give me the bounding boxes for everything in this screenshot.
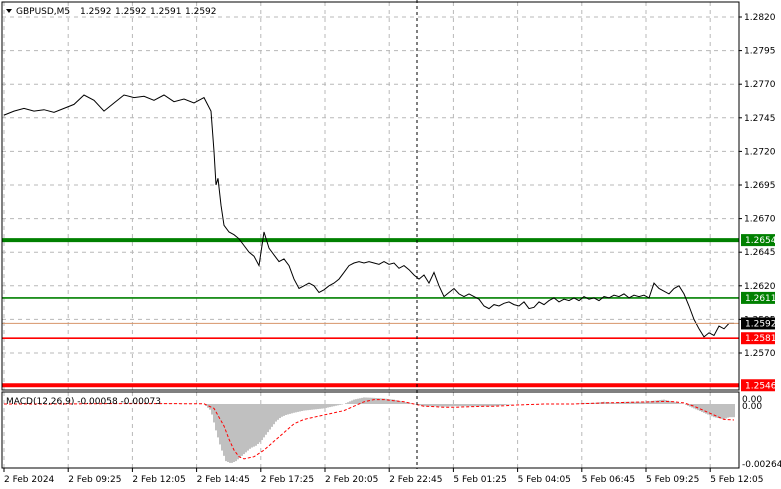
price-tick-label: 1.2670	[744, 215, 776, 225]
time-tick-label: 2 Feb 09:25	[68, 475, 121, 485]
price-tick-label: 1.2645	[744, 248, 776, 258]
level-tag-bg	[741, 379, 775, 392]
price-level-tags: 1.2654 1.2611 1.2581 1.2546	[741, 234, 777, 392]
time-tick-label: 5 Feb 06:45	[582, 475, 635, 485]
header-high: 1.2592	[115, 7, 147, 17]
level-tag-label: 1.2654	[745, 236, 777, 246]
price-tick-label: 1.2795	[744, 47, 776, 57]
header-close: 1.2592	[185, 7, 217, 17]
price-tick-label: 1.2770	[744, 80, 776, 90]
time-tick-label: 2 Feb 17:25	[261, 475, 314, 485]
level-tag-bg	[741, 332, 775, 345]
macd-pane-border	[1, 391, 740, 469]
time-tick-label: 2 Feb 22:45	[389, 475, 442, 485]
price-tick-label: 1.2745	[744, 114, 776, 124]
price-tick-label: 1.2720	[744, 147, 776, 157]
current-price-tag: 1.2592	[741, 317, 777, 330]
time-tick-label: 5 Feb 04:05	[518, 475, 571, 485]
time-tick-label: 2 Feb 2024	[4, 475, 55, 485]
price-tick-label: 1.2570	[744, 349, 776, 359]
chart-header: GBPUSD,M5 1.2592 1.2592 1.2591 1.2592	[6, 7, 217, 17]
macd-tick-bottom: -0.00264	[742, 460, 781, 470]
current-price-label: 1.2592	[745, 319, 777, 329]
level-tag-label: 1.2581	[745, 334, 777, 344]
macd-tick-top: 0.00	[742, 395, 762, 405]
time-tick-label: 2 Feb 14:45	[197, 475, 250, 485]
header-open: 1.2592	[80, 7, 112, 17]
main-pane-border	[1, 1, 740, 391]
time-tick-label: 5 Feb 01:25	[453, 475, 506, 485]
macd-label: MACD(12,26,9) -0.00058 -0.00073	[6, 397, 161, 407]
level-tag-label: 1.2546	[745, 381, 777, 391]
time-axis: 2 Feb 2024 2 Feb 09:25 2 Feb 12:05 2 Feb 14…	[3, 468, 764, 485]
time-tick-label: 2 Feb 20:05	[325, 475, 378, 485]
header-low: 1.2591	[150, 7, 182, 17]
header-symbol: GBPUSD,M5	[16, 7, 70, 17]
price-tick-label: 1.2620	[744, 282, 776, 292]
level-tag-bg	[741, 234, 775, 247]
grid	[2, 2, 739, 468]
macd-signal-line	[4, 399, 735, 460]
price-tick-label: 1.2695	[744, 181, 776, 191]
macd-tick-zero: 0.00	[742, 402, 762, 412]
time-tick-label: 5 Feb 09:25	[646, 475, 699, 485]
level-tag-label: 1.2611	[745, 294, 777, 304]
price-levels	[2, 238, 739, 388]
price-line	[3, 94, 734, 338]
price-tick-label: 1.2820	[744, 13, 776, 23]
level-tag-bg	[741, 291, 775, 304]
dropdown-triangle-icon[interactable]	[6, 9, 12, 13]
time-tick-label: 2 Feb 12:05	[132, 475, 185, 485]
current-price-tag-bg	[741, 317, 775, 330]
time-tick-label: 5 Feb 12:05	[710, 475, 763, 485]
